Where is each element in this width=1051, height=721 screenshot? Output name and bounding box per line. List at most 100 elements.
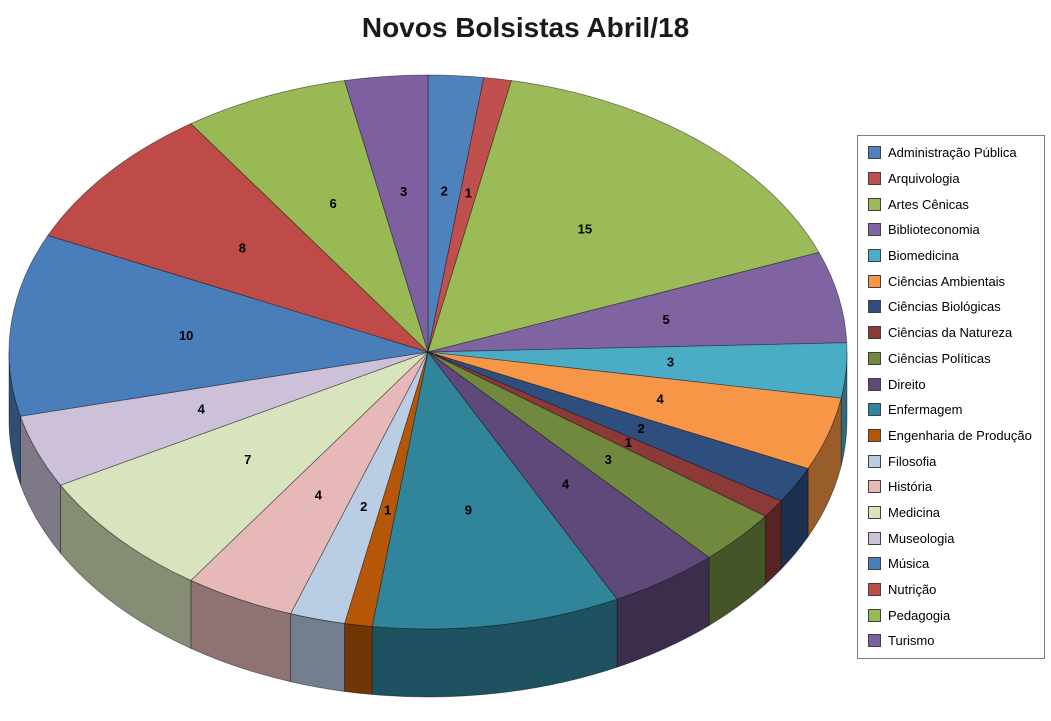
legend-swatch — [868, 249, 881, 263]
slice-value-label: 3 — [667, 355, 674, 370]
pie-slice — [427, 80, 820, 353]
legend-label: Biblioteconomia — [888, 222, 980, 238]
legend-label: Ciências Ambientais — [888, 273, 1006, 289]
slice-value-label: 15 — [578, 221, 592, 236]
legend-label: Pedagogia — [888, 607, 951, 623]
legend-label: Ciências Biológicas — [888, 299, 1001, 315]
pie-slice — [344, 74, 429, 353]
legend-item: Turismo — [858, 629, 1044, 653]
legend-swatch — [868, 146, 881, 160]
legend-label: Nutrição — [888, 582, 937, 598]
legend-label: Administração Pública — [888, 145, 1017, 161]
legend-label: Engenharia de Produção — [888, 427, 1032, 443]
slice-value-label: 3 — [605, 452, 612, 467]
slice-value-label: 3 — [400, 184, 407, 199]
legend-swatch — [868, 531, 881, 545]
legend-label: Música — [888, 556, 930, 572]
legend-item: Pedagogia — [858, 603, 1044, 627]
chart-legend: Administração Pública Arquivologia Artes C… — [857, 135, 1045, 659]
slice-value-label: 8 — [239, 240, 246, 255]
legend-swatch — [868, 326, 881, 340]
slice-value-label: 4 — [656, 392, 664, 407]
legend-item: Ciências Biológicas — [858, 295, 1044, 319]
pie-slice — [427, 351, 710, 600]
pie-slice — [427, 351, 809, 502]
slice-value-label: 1 — [384, 502, 391, 517]
legend-label: Medicina — [888, 504, 941, 520]
legend-swatch — [868, 428, 881, 442]
legend-item: Música — [858, 552, 1044, 576]
slice-value-label: 7 — [244, 452, 251, 467]
pie-slice — [371, 351, 618, 630]
legend-swatch — [868, 377, 881, 391]
pie-slice — [8, 234, 429, 417]
slice-value-label: 4 — [198, 402, 206, 417]
slice-value-label: 4 — [562, 476, 570, 491]
legend-swatch — [868, 480, 881, 494]
chart-title: Novos Bolsistas Abril/18 — [361, 12, 690, 43]
pie-slice — [47, 123, 429, 353]
legend-item: Ciências da Natureza — [858, 321, 1044, 345]
slice-value-label: 5 — [663, 312, 670, 327]
slice-value-label: 2 — [360, 499, 367, 514]
slice-value-label: 1 — [465, 186, 472, 201]
legend-item: Biblioteconomia — [858, 218, 1044, 242]
pie-slice — [427, 77, 512, 353]
legend-swatch — [868, 223, 881, 237]
legend-swatch — [868, 583, 881, 597]
legend-label: Artes Cênicas — [888, 196, 969, 212]
legend-swatch — [868, 197, 881, 211]
pie-slice — [427, 251, 848, 353]
pie-slice — [289, 351, 429, 624]
slice-value-label: 9 — [465, 502, 472, 517]
slice-value-label: 4 — [315, 487, 323, 502]
legend-label: Biomedicina — [888, 248, 959, 264]
legend-item: Ciências Ambientais — [858, 269, 1044, 293]
legend-label: Ciências da Natureza — [888, 325, 1013, 341]
legend-item: Artes Cênicas — [858, 192, 1044, 216]
slice-value-label: 6 — [330, 196, 337, 211]
pie-slice — [427, 74, 485, 353]
legend-item: Medicina — [858, 500, 1044, 524]
legend-item: Arquivologia — [858, 167, 1044, 191]
slice-value-label: 2 — [441, 184, 448, 199]
legend-item: Engenharia de Produção — [858, 423, 1044, 447]
pie-slice — [427, 351, 782, 517]
legend-item: Nutrição — [858, 578, 1044, 602]
pie-slice — [19, 351, 429, 486]
legend-swatch — [868, 454, 881, 468]
legend-swatch — [868, 351, 881, 365]
legend-item: Museologia — [858, 526, 1044, 550]
legend-item: Ciências Políticas — [858, 346, 1044, 370]
slice-value-label: 1 — [625, 435, 632, 450]
pie-slice — [427, 351, 842, 470]
slice-value-label: 10 — [179, 328, 193, 343]
pie-slice — [427, 342, 848, 399]
legend-swatch — [868, 274, 881, 288]
legend-item: Administração Pública — [858, 141, 1044, 165]
pie-slice — [190, 351, 429, 615]
legend-item: Biomedicina — [858, 244, 1044, 268]
legend-swatch — [868, 634, 881, 648]
legend-swatch — [868, 172, 881, 186]
legend-label: Enfermagem — [888, 402, 963, 418]
legend-label: Museologia — [888, 530, 955, 546]
legend-label: Direito — [888, 376, 926, 392]
legend-item: Filosofia — [858, 449, 1044, 473]
pie-slice — [427, 351, 767, 558]
pie-slice — [59, 351, 429, 581]
legend-swatch — [868, 608, 881, 622]
legend-item: Enfermagem — [858, 398, 1044, 422]
legend-label: Ciências Políticas — [888, 350, 991, 366]
legend-label: Filosofia — [888, 453, 937, 469]
legend-item: História — [858, 475, 1044, 499]
legend-swatch — [868, 505, 881, 519]
legend-item: Direito — [858, 372, 1044, 396]
legend-label: Arquivologia — [888, 171, 960, 187]
pie-slice-side — [344, 622, 373, 695]
legend-swatch — [868, 557, 881, 571]
slice-value-label: 2 — [637, 421, 644, 436]
